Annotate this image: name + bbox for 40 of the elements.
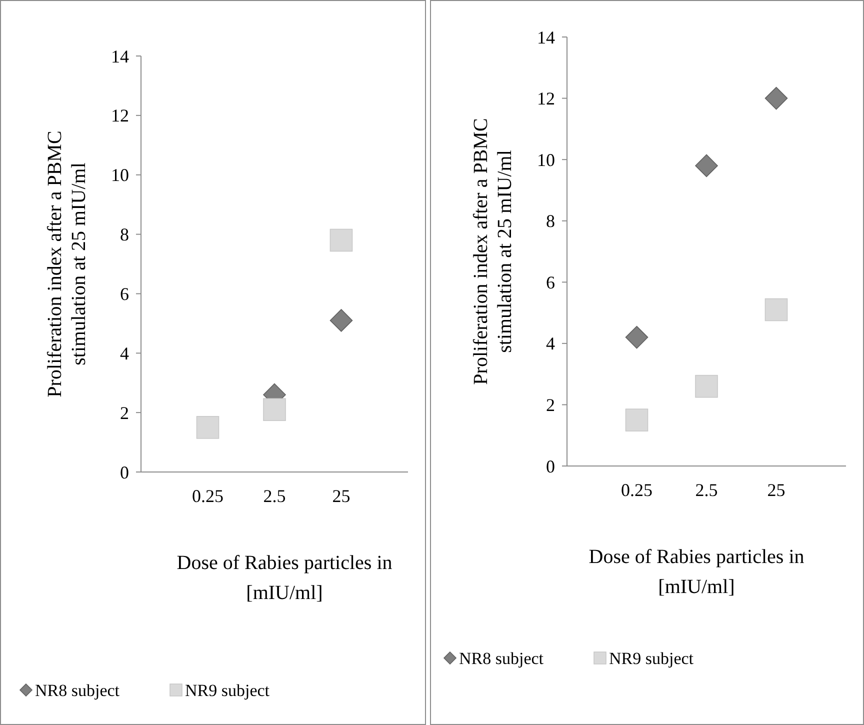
point (695, 154, 718, 178)
y-tick-label: 12 (111, 106, 129, 126)
x-tick-label: 25 (767, 480, 786, 500)
point (625, 408, 648, 432)
x-tick-label: 0.25 (192, 486, 224, 506)
y-tick-label: 2 (546, 395, 555, 416)
y-tick-label: 6 (120, 284, 129, 304)
y-tick-label: 12 (537, 88, 555, 109)
y-tick-label: 0 (120, 462, 129, 482)
legend-label: NR9 subject (609, 648, 694, 668)
point (625, 326, 648, 349)
y-tick-label: 2 (120, 402, 129, 423)
point (196, 416, 220, 439)
y-axis-title: Proliferation index after a PBMC stimulation at 25 mIU/ml (470, 118, 516, 385)
y-tick-label: 8 (120, 224, 129, 245)
y-tick-label: 4 (546, 334, 555, 354)
y-tick-label: 14 (537, 27, 555, 48)
legend-label: NR9 subject (185, 680, 270, 700)
y-tick-label: 10 (537, 150, 555, 170)
y-tick-label: 6 (546, 272, 555, 292)
point (263, 398, 286, 421)
point (764, 86, 788, 110)
y-axis-title: Proliferation index after a PBMC stimulation at 25 mIU/ml (44, 130, 90, 398)
x-axis-title: Dose of Rabies particles in [mIU/ml] (588, 546, 804, 598)
legend-label: NR8 subject (459, 648, 544, 668)
x-axis-title: Dose of Rabies particles in [mIU/ml] (176, 552, 392, 604)
x-tick-label: 25 (332, 486, 350, 506)
y-tick-label: 14 (111, 46, 129, 66)
point (695, 374, 718, 398)
point (330, 228, 353, 252)
y-tick-label: 0 (546, 456, 555, 476)
x-tick-label: 2.5 (263, 486, 286, 506)
y-tick-label: 10 (111, 165, 129, 186)
point (330, 309, 353, 332)
legend-label: NR8 subject (35, 680, 120, 700)
y-tick-label: 4 (120, 343, 129, 364)
x-tick-label: 2.5 (695, 480, 718, 500)
point (764, 298, 788, 322)
x-tick-label: 0.25 (621, 480, 652, 500)
y-tick-label: 8 (546, 211, 555, 232)
